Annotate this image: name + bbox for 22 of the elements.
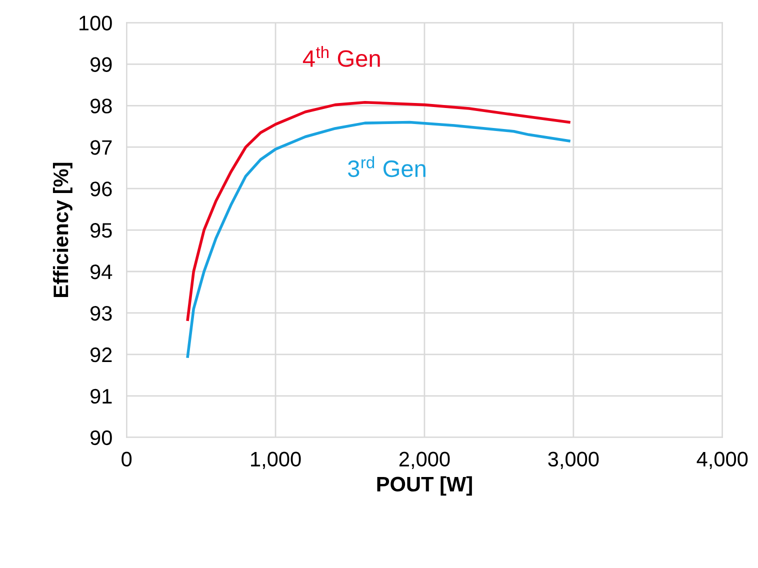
- x-tick-label: 2,000: [399, 452, 450, 470]
- y-tick-label: 99: [90, 57, 112, 72]
- y-tick-label: 93: [90, 306, 112, 321]
- x-tick-label: 4,000: [696, 452, 748, 470]
- y-tick-label: 90: [90, 430, 112, 446]
- y-tick-label: 96: [90, 182, 112, 196]
- x-tick-label: 3,000: [548, 452, 599, 470]
- y-tick-label: 94: [90, 264, 112, 280]
- y-axis-title: Efficiency [%]: [52, 162, 72, 297]
- annotation: 4$^{th}$ Gen: [302, 46, 380, 67]
- line-series: [186, 120, 570, 358]
- x-axis-title: POUT [W]: [377, 476, 472, 496]
- x-tick-label: 1,000: [251, 452, 301, 470]
- x-tick-label: 0: [122, 452, 132, 467]
- y-tick-label: 91: [90, 388, 112, 404]
- y-tick-label: 97: [90, 140, 112, 155]
- y-tick-label: 98: [90, 98, 112, 114]
- annotation: 3$^{rd}$ Gen: [348, 156, 426, 178]
- line-series: [186, 100, 570, 321]
- y-tick-label: 95: [90, 223, 112, 238]
- y-tick-label: 92: [90, 347, 112, 362]
- y-tick-label: 100: [80, 16, 112, 30]
